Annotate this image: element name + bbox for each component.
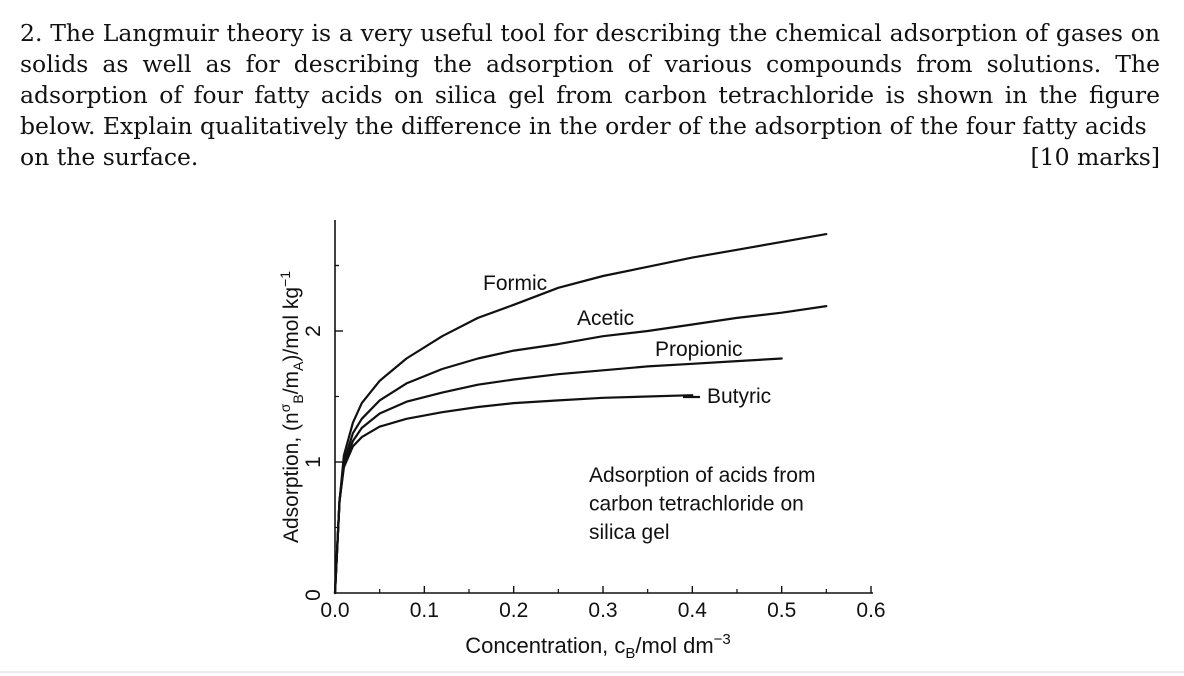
series-line-propionic bbox=[333, 357, 783, 595]
x-axis-title: Concentration, cB/mol dm−3 bbox=[465, 631, 731, 662]
question-body-end: on the surface. bbox=[20, 143, 199, 171]
series-line-butyric bbox=[333, 394, 694, 595]
y-axis-title: Adsorption, (nσB/mA)/mol kg−1 bbox=[277, 271, 306, 543]
x-tick-label-0.1: 0.1 bbox=[410, 599, 439, 622]
y-tick-label-0: 0 bbox=[302, 589, 325, 601]
bottom-divider bbox=[0, 671, 1184, 673]
series-label-acetic: Acetic bbox=[577, 307, 634, 330]
question-number: 2. bbox=[20, 19, 43, 47]
chart-ticks: 0.0 0.1 0.2 0.3 0.4 0.5 0.6 0 1 2 bbox=[302, 264, 886, 622]
annotation-line-3: silica gel bbox=[589, 521, 670, 544]
series-label-propionic: Propionic bbox=[655, 338, 743, 361]
annotation-line-1: Adsorption of acids from bbox=[589, 464, 815, 487]
chart-curves bbox=[333, 233, 828, 595]
series-label-butyric: Butyric bbox=[707, 385, 771, 408]
question-last-line: on the surface. [10 marks] bbox=[20, 142, 1160, 173]
marks-label: [10 marks] bbox=[1030, 143, 1160, 171]
series-label-formic: Formic bbox=[483, 272, 547, 295]
series-line-formic bbox=[333, 233, 828, 595]
x-tick-label-0.3: 0.3 bbox=[588, 599, 617, 622]
y-tick-label-1: 1 bbox=[302, 456, 325, 468]
x-tick-label-0.0: 0.0 bbox=[320, 599, 349, 622]
question-body: The Langmuir theory is a very useful too… bbox=[20, 19, 1160, 140]
y-tick-label-2: 2 bbox=[302, 325, 325, 337]
chart-labels: Formic Acetic Propionic Butyric Adsorption o… bbox=[277, 271, 815, 662]
x-tick-label-0.6: 0.6 bbox=[856, 599, 885, 622]
x-tick-label-0.4: 0.4 bbox=[678, 599, 708, 622]
x-tick-label-0.5: 0.5 bbox=[767, 599, 796, 622]
question-text: 2. The Langmuir theory is a very useful … bbox=[20, 18, 1160, 173]
annotation-line-2: carbon tetrachloride on bbox=[589, 493, 804, 516]
x-tick-label-0.2: 0.2 bbox=[499, 599, 528, 622]
series-line-acetic bbox=[333, 305, 828, 595]
